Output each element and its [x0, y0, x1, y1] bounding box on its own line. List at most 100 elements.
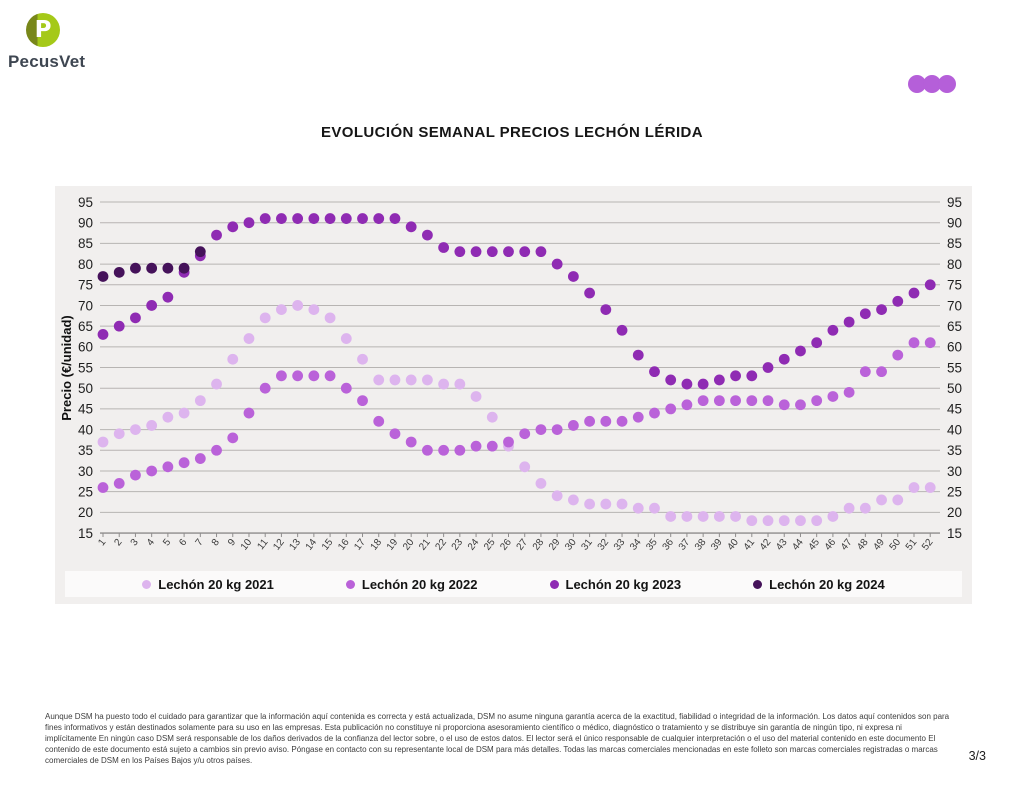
- data-point: [389, 213, 401, 224]
- x-tick-label: 27: [515, 537, 531, 553]
- y-tick-label-left: 20: [78, 505, 93, 520]
- y-tick-label-right: 60: [947, 340, 962, 355]
- logo-letter: P: [34, 17, 52, 43]
- data-point: [292, 370, 304, 382]
- data-point: [243, 407, 255, 419]
- data-point: [470, 440, 482, 452]
- data-point: [649, 407, 660, 419]
- y-tick-label-right: 85: [947, 236, 962, 251]
- data-point: [162, 461, 174, 473]
- data-point: [795, 399, 806, 411]
- y-tick-label-left: 80: [78, 257, 93, 272]
- x-tick-label: 40: [725, 537, 741, 553]
- x-tick-label: 29: [547, 537, 563, 553]
- x-tick-label: 24: [466, 537, 482, 553]
- x-tick-label: 14: [304, 537, 320, 553]
- x-tick-label: 1: [96, 537, 108, 549]
- data-point: [535, 246, 547, 258]
- data-point: [308, 370, 320, 382]
- data-point: [795, 515, 806, 527]
- y-tick-label-left: 15: [78, 526, 93, 541]
- data-point: [405, 221, 417, 233]
- x-tick-label: 9: [226, 537, 238, 549]
- data-point: [130, 424, 141, 435]
- data-point: [892, 494, 904, 506]
- x-tick-label: 43: [774, 537, 790, 553]
- data-point: [373, 213, 385, 224]
- data-point: [162, 262, 174, 274]
- data-point: [194, 395, 206, 407]
- data-point: [730, 511, 741, 522]
- data-point: [130, 312, 141, 324]
- x-tick-label: 22: [433, 537, 449, 553]
- data-point: [746, 395, 758, 407]
- y-tick-label-left: 65: [78, 319, 93, 334]
- data-point: [259, 312, 271, 324]
- x-tick-label: 25: [482, 537, 498, 553]
- x-tick-label: 46: [823, 537, 839, 553]
- x-tick-label: 41: [742, 537, 758, 553]
- data-point: [340, 382, 352, 394]
- data-point: [892, 349, 904, 361]
- data-point: [713, 374, 725, 386]
- y-tick-label-right: 25: [947, 484, 962, 499]
- legend-label: Lechón 20 kg 2023: [565, 576, 682, 592]
- y-tick-label-left: 50: [78, 381, 93, 396]
- data-point: [665, 403, 677, 415]
- data-point: [551, 490, 563, 502]
- data-point: [762, 395, 774, 407]
- data-point: [843, 502, 855, 514]
- y-tick-label-left: 45: [78, 402, 93, 417]
- x-tick-label: 33: [612, 537, 628, 553]
- data-point: [113, 477, 125, 489]
- x-tick-label: 16: [336, 537, 352, 553]
- series-lech-n-20-kg-2024: [97, 246, 206, 282]
- brand-dot-icon: [908, 75, 926, 93]
- x-tick-label: 10: [239, 537, 255, 553]
- y-tick-label-left: 70: [78, 298, 93, 313]
- legend-dot-icon: [345, 579, 355, 589]
- data-point: [194, 246, 206, 258]
- data-point: [649, 366, 660, 378]
- data-point: [519, 461, 531, 473]
- data-point: [859, 366, 871, 378]
- data-point: [697, 511, 709, 522]
- data-point: [324, 370, 336, 382]
- data-point: [276, 304, 287, 315]
- y-tick-label-right: 45: [947, 402, 962, 417]
- data-point: [276, 213, 287, 224]
- series-lech-n-20-kg-2021: [97, 300, 936, 527]
- data-point: [422, 444, 433, 456]
- data-point: [405, 436, 417, 448]
- data-point: [422, 229, 433, 241]
- data-point: [713, 511, 725, 522]
- data-point: [876, 366, 887, 378]
- data-point: [178, 262, 190, 274]
- y-tick-label-left: 60: [78, 340, 93, 355]
- data-point: [778, 353, 790, 365]
- data-point: [632, 502, 644, 514]
- data-point: [535, 477, 547, 489]
- pecusvet-logo-icon: P: [26, 13, 60, 47]
- data-point: [178, 407, 190, 419]
- x-tick-label: 3: [129, 537, 141, 549]
- data-point: [486, 411, 498, 423]
- data-point: [405, 374, 417, 386]
- x-tick-label: 35: [644, 537, 660, 553]
- y-tick-label-left: 85: [78, 236, 93, 251]
- data-point: [584, 415, 595, 427]
- data-point: [713, 395, 725, 407]
- x-tick-label: 8: [210, 537, 222, 549]
- data-point: [324, 213, 336, 224]
- x-tick-label: 12: [271, 537, 287, 553]
- data-point: [357, 395, 368, 407]
- page-number: 3/3: [968, 749, 986, 763]
- x-tick-label: 36: [661, 537, 677, 553]
- data-point: [665, 374, 677, 386]
- data-point: [211, 378, 222, 390]
- x-tick-label: 39: [709, 537, 725, 553]
- chart-legend: Lechón 20 kg 2021 Lechón 20 kg 2022 Lechón…: [65, 571, 962, 597]
- x-tick-label: 21: [417, 537, 433, 553]
- data-point: [194, 453, 206, 464]
